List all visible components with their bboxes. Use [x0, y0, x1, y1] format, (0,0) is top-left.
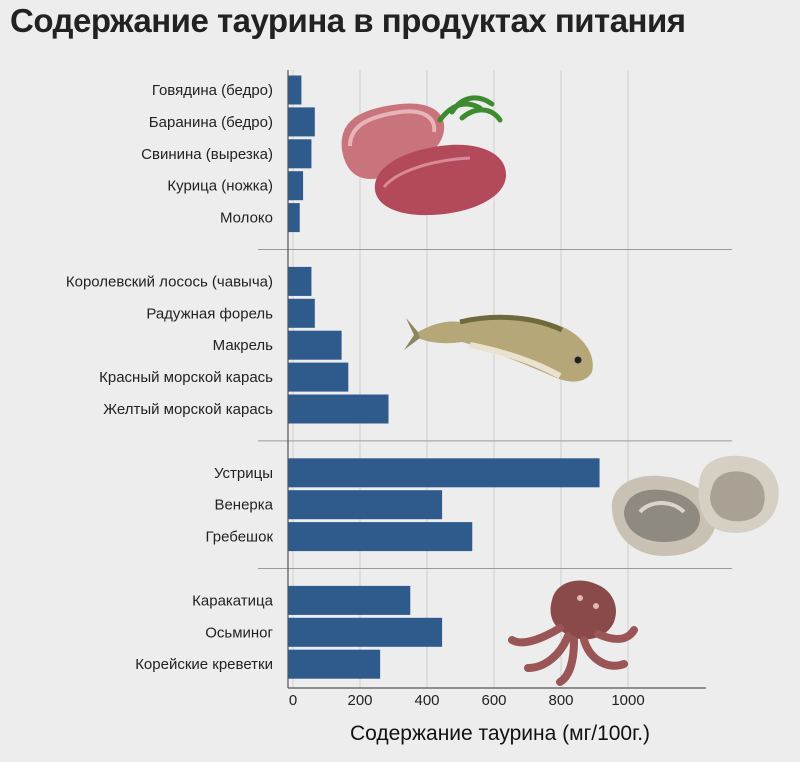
category-label: Королевский лосось (чавыча) [66, 273, 273, 290]
oyster-image [611, 455, 779, 556]
x-tick-label: 200 [347, 692, 372, 709]
category-label: Макрель [213, 337, 274, 354]
bar [288, 330, 342, 360]
fish-image [404, 314, 593, 382]
tick-labels: 0 200 400 600 800 1000 [289, 692, 645, 709]
bar [288, 490, 443, 520]
category-label: Курица (ножка) [167, 178, 273, 195]
bar [288, 362, 349, 392]
bar [288, 458, 600, 488]
meat-image [341, 95, 507, 216]
x-tick-label: 1000 [611, 692, 644, 709]
category-label: Устрицы [214, 465, 273, 482]
bar [288, 203, 300, 233]
category-label: Желтый морской карась [103, 401, 273, 418]
category-label: Каракатица [192, 592, 274, 609]
bar [288, 617, 443, 647]
bar [288, 75, 302, 105]
x-tick-label: 800 [548, 692, 573, 709]
bar [288, 585, 411, 615]
category-label: Говядина (бедро) [152, 82, 273, 99]
bar [288, 171, 304, 201]
category-labels: Говядина (бедро) Баранина (бедро) Свинина … [66, 82, 274, 673]
category-label: Гребешок [206, 529, 274, 546]
category-label: Корейские креветки [135, 656, 273, 673]
chart-title: Содержание таурина в продуктах питания [10, 2, 686, 39]
x-tick-label: 600 [481, 692, 506, 709]
bar [288, 298, 315, 328]
x-axis-label: Содержание таурина (мг/100г.) [350, 722, 650, 745]
category-label: Красный морской карась [99, 369, 273, 386]
group-separators [258, 249, 732, 569]
bar [288, 649, 381, 679]
bar [288, 522, 473, 552]
category-label: Радужная форель [146, 305, 273, 322]
bars [288, 75, 600, 679]
x-tick-label: 400 [414, 692, 439, 709]
x-tick-label: 0 [289, 692, 297, 709]
octopus-image [508, 580, 638, 686]
bar [288, 107, 315, 137]
category-label: Осьминог [205, 624, 273, 641]
bar [288, 266, 312, 296]
bar [288, 394, 389, 424]
category-label: Венерка [214, 497, 273, 514]
category-label: Свинина (вырезка) [141, 146, 273, 163]
category-label: Молоко [220, 210, 273, 227]
bar [288, 139, 312, 169]
category-label: Баранина (бедро) [149, 114, 273, 131]
